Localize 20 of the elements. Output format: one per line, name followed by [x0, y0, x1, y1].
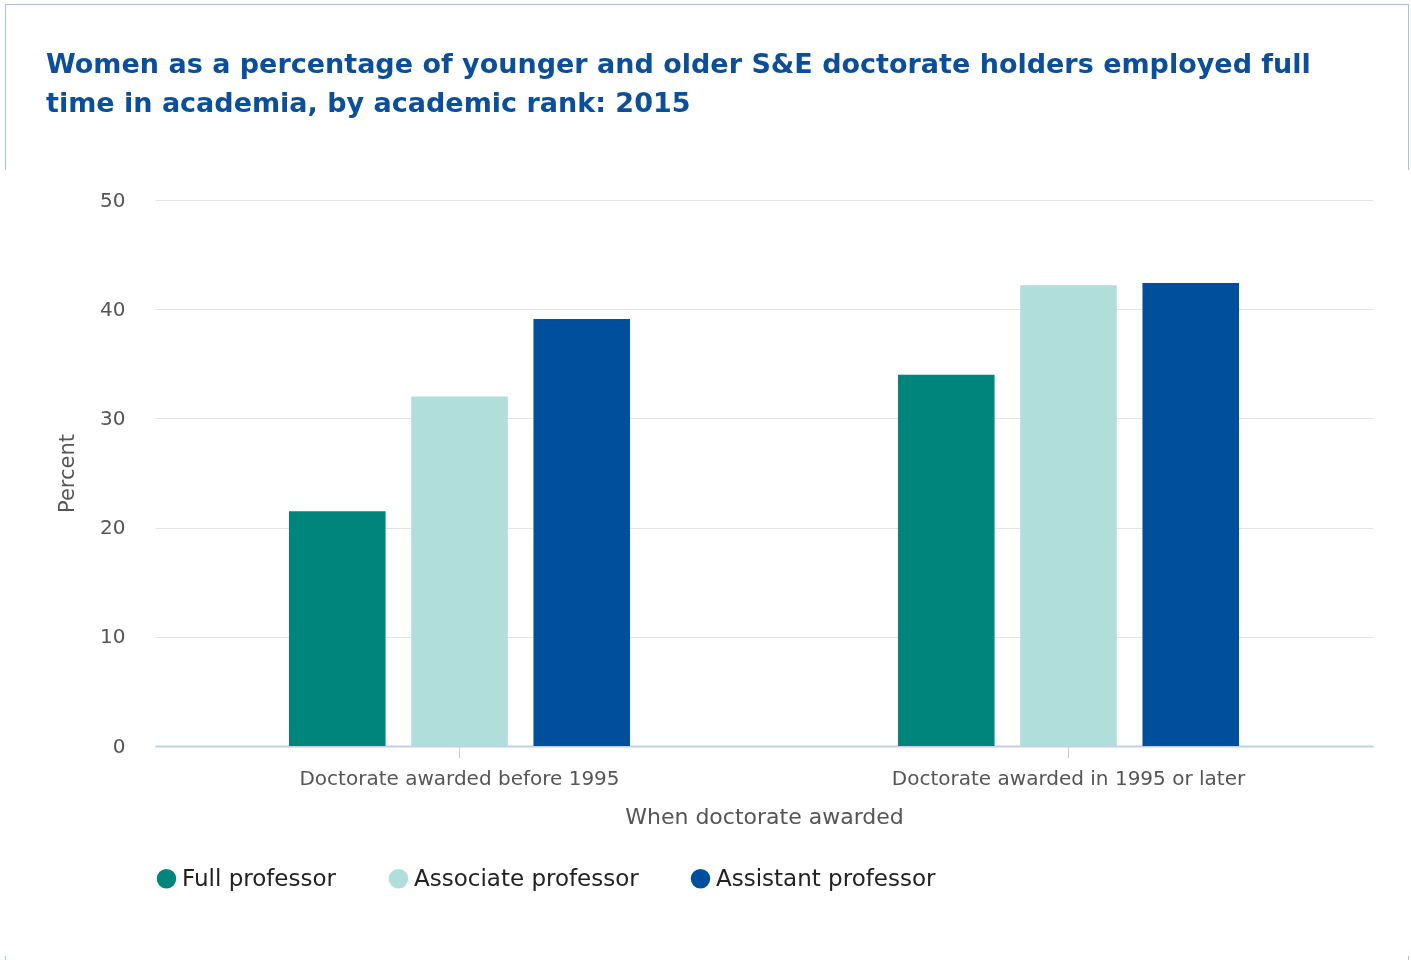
x-tick-label: Doctorate awarded in 1995 or later [891, 765, 1246, 790]
bar [288, 511, 386, 746]
y-axis-title: Percent [55, 433, 80, 514]
y-tick-label: 30 [100, 405, 126, 430]
legend-label: Assistant professor [716, 864, 936, 891]
y-tick-label: 40 [100, 296, 126, 321]
x-axis-title: When doctorate awarded [625, 803, 904, 829]
legend-label: Associate professor [414, 864, 640, 891]
x-tick-label: Doctorate awarded before 1995 [299, 765, 620, 790]
chart-title: Women as a percentage of younger and older S&E doctorate holders employed full time in academia, by academic rank: 2015 [46, 47, 1312, 120]
bar [897, 374, 995, 746]
bar [533, 319, 631, 746]
y-tick-label: 20 [100, 515, 126, 540]
y-tick-label: 50 [100, 187, 126, 212]
y-tick-label: 0 [112, 733, 126, 758]
legend-label: Full professor [182, 864, 337, 891]
bar [411, 396, 508, 746]
bar [1142, 282, 1240, 746]
bar [1020, 285, 1117, 746]
y-tick-label: 10 [100, 624, 126, 649]
